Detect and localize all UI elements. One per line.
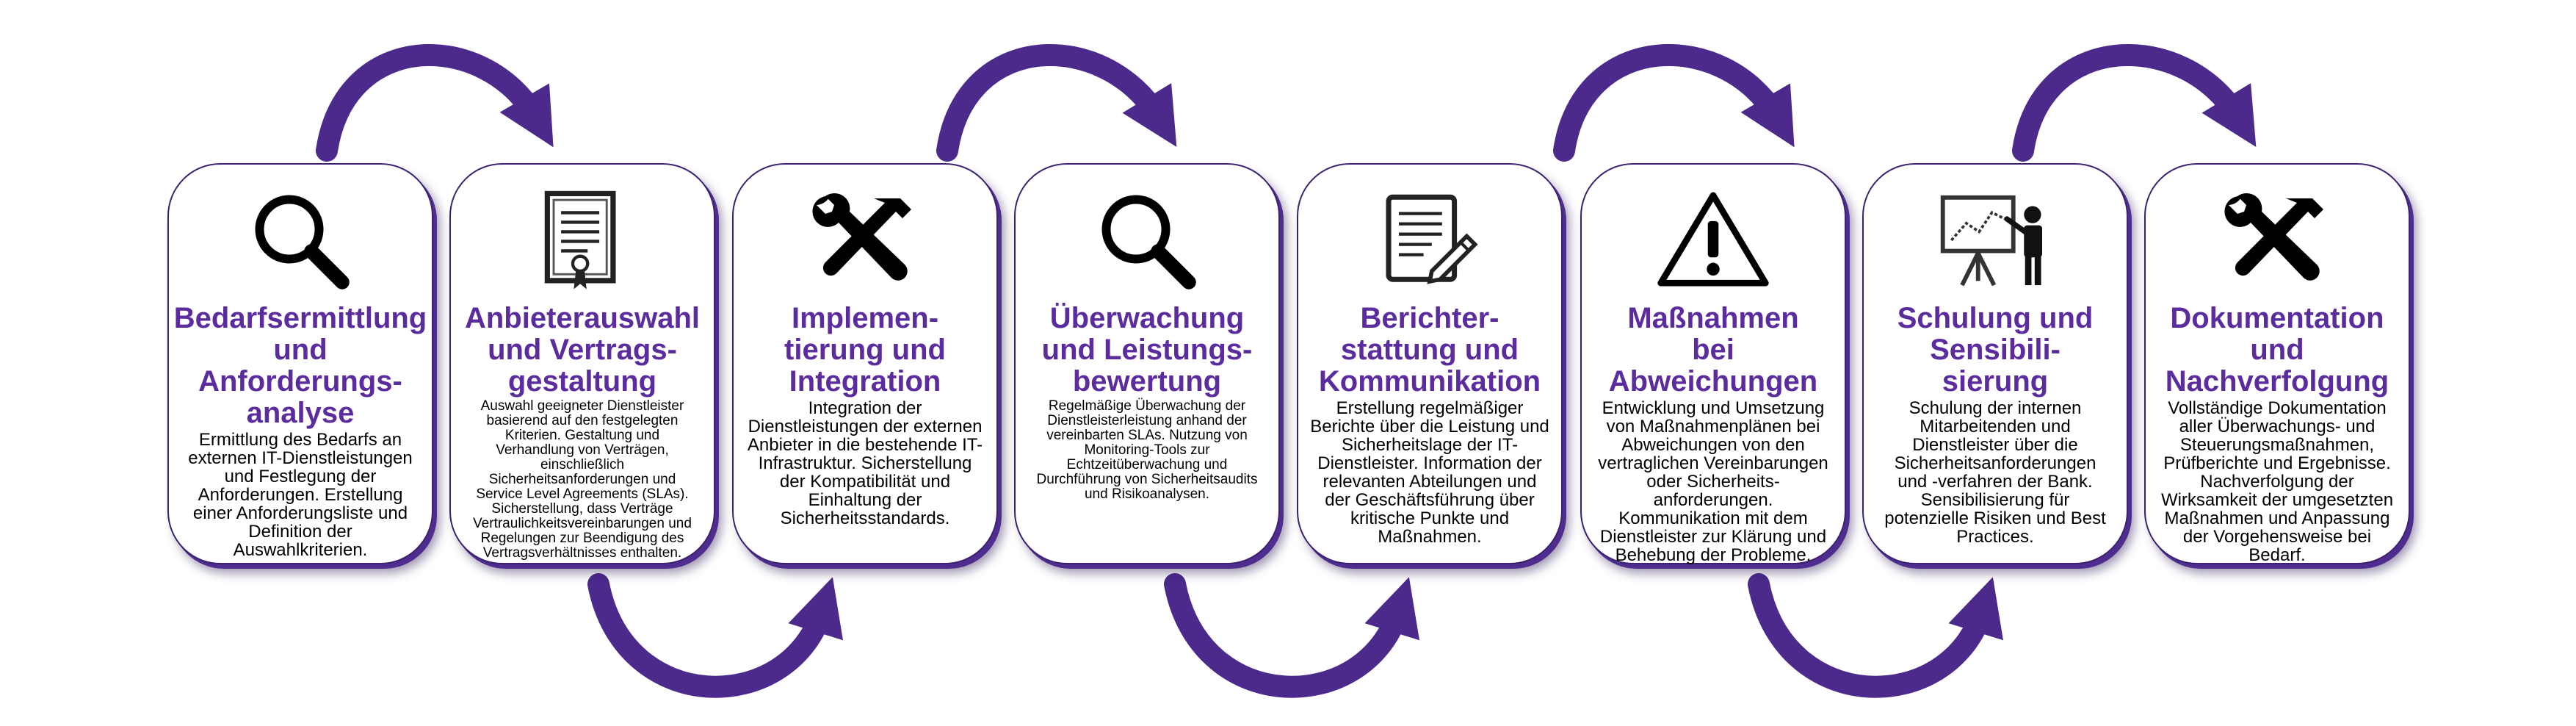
step-card-3: Implemen- tierung und Integration Integr… [732, 163, 998, 564]
presentation-icon [1936, 178, 2054, 303]
step-card-6: Maßnahmen bei Abweichungen Entwicklung u… [1580, 163, 1846, 564]
step-description: Ermittlung des Bedarfs an externen IT-Di… [188, 430, 413, 560]
step-description: Schulung der internen Mitarbeitenden und… [1884, 398, 2106, 547]
report-edit-icon [1371, 178, 1488, 303]
magnifier-icon [1088, 178, 1206, 303]
step-card-7: Schulung und Sensibili- sierung Schulung… [1862, 163, 2128, 564]
arrow-top-1 [316, 44, 554, 162]
step-title: Berichter- stattung und Kommunikation [1318, 302, 1541, 398]
step-title: Implemen- tierung und Integration [784, 302, 946, 398]
step-title: Überwachung und Leistungs- bewertung [1041, 302, 1253, 398]
arrow-bottom-3 [1748, 573, 2003, 698]
step-description: Entwicklung und Umsetzung von Maßnahmenp… [1598, 398, 1828, 565]
step-card-8: Dokumentation und Nachverfolgung Vollstä… [2144, 163, 2410, 564]
tools-icon [2218, 178, 2336, 303]
step-title: Schulung und Sensibili- sierung [1897, 302, 2094, 398]
step-description: Erstellung regelmäßiger Berichte über di… [1310, 398, 1549, 547]
step-title: Maßnahmen bei Abweichungen [1608, 302, 1818, 398]
warning-icon [1654, 178, 1772, 303]
arrow-top-2 [936, 44, 1177, 162]
step-description: Integration der Dienstleistungen der ext… [747, 398, 983, 528]
contract-document-icon [524, 178, 641, 303]
magnifier-icon [242, 178, 359, 303]
arrow-top-3 [1553, 44, 1795, 162]
step-description: Vollständige Dokumentation aller Überwac… [2160, 398, 2394, 565]
step-title: Bedarfsermittlung und Anforderungs- anal… [173, 302, 427, 429]
step-title: Anbieterauswahl und Vertrags- gestaltung [464, 302, 701, 398]
step-card-1: Bedarfsermittlung und Anforderungs- anal… [167, 163, 433, 564]
arrow-bottom-2 [1164, 573, 1419, 698]
step-card-5: Berichter- stattung und Kommunikation Er… [1297, 163, 1563, 564]
step-card-2: Anbieterauswahl und Vertrags- gestaltung… [449, 163, 715, 564]
step-description: Regelmäßige Überwachung der Dienstleiste… [1036, 398, 1258, 502]
tools-icon [806, 178, 924, 303]
step-title: Dokumentation und Nachverfolgung [2165, 302, 2389, 398]
arrow-bottom-1 [587, 573, 843, 698]
step-card-4: Überwachung und Leistungs- bewertung Reg… [1014, 163, 1280, 564]
arrow-top-4 [2012, 44, 2257, 162]
step-description: Auswahl geeigneter Dienstleister basiere… [473, 398, 692, 561]
